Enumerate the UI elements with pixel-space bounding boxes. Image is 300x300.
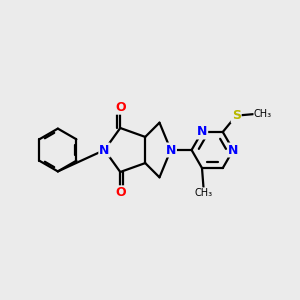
- Text: CH₃: CH₃: [254, 109, 272, 119]
- Text: O: O: [115, 186, 126, 199]
- Text: N: N: [197, 125, 207, 139]
- Text: N: N: [228, 143, 238, 157]
- Text: N: N: [166, 143, 176, 157]
- Text: CH₃: CH₃: [194, 188, 212, 198]
- Text: N: N: [99, 143, 110, 157]
- Text: O: O: [115, 101, 126, 114]
- Text: S: S: [232, 109, 241, 122]
